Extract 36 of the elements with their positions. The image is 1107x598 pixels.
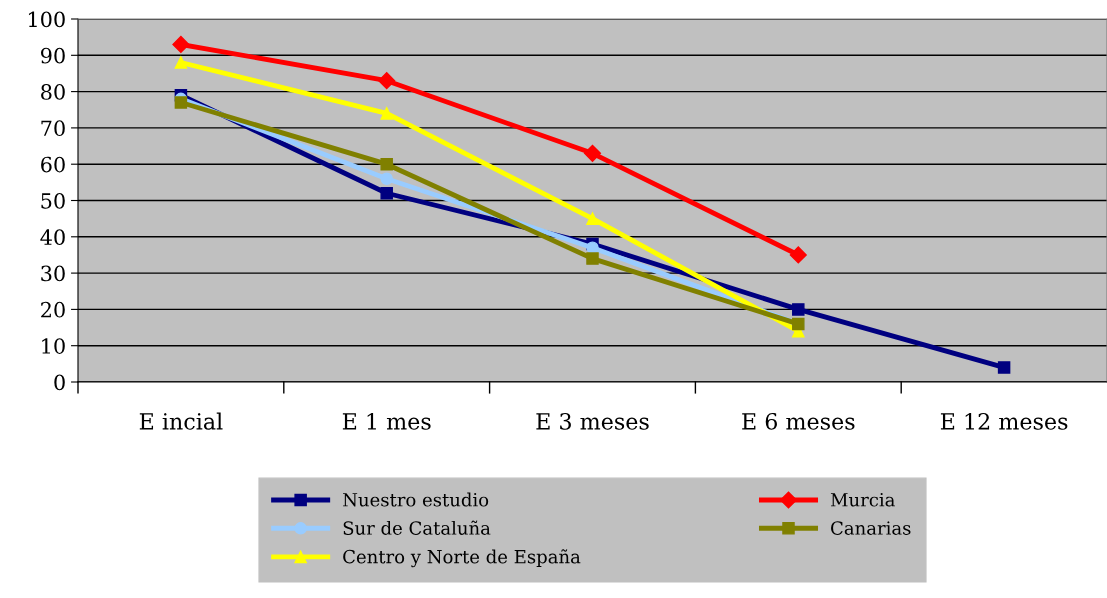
point bbox=[172, 35, 190, 53]
point bbox=[378, 72, 396, 90]
point bbox=[997, 361, 1011, 374]
point bbox=[380, 107, 393, 120]
y-tick-label: 50 bbox=[41, 192, 65, 209]
x-tick-label: E 6 meses bbox=[742, 412, 855, 430]
y-tick-label: 40 bbox=[40, 229, 65, 246]
point bbox=[380, 157, 393, 171]
x-tick-label: E 1 mes bbox=[342, 412, 431, 430]
point bbox=[586, 212, 599, 225]
y-tick-label: 90 bbox=[41, 47, 65, 64]
x-tick-label: E incial bbox=[139, 412, 223, 430]
y-tick-label: 0 bbox=[54, 374, 65, 391]
point bbox=[792, 303, 805, 316]
point bbox=[789, 246, 807, 264]
y-tick-label: 100 bbox=[28, 11, 65, 28]
point bbox=[174, 56, 188, 69]
legend-label: Nuestro estudio bbox=[343, 492, 489, 507]
x-tick-label: E 3 meses bbox=[536, 412, 649, 430]
y-tick-label: 30 bbox=[41, 265, 65, 282]
y-tick-label: 60 bbox=[41, 156, 65, 173]
point bbox=[586, 241, 599, 254]
legend-label: Centro y Norte de España bbox=[343, 549, 581, 568]
legend-label: Sur de Cataluña bbox=[343, 520, 491, 535]
y-tick-label: 70 bbox=[41, 120, 65, 137]
point bbox=[174, 96, 188, 109]
point bbox=[380, 186, 393, 200]
point bbox=[380, 172, 393, 185]
legend-label: Murcia bbox=[830, 493, 895, 507]
point bbox=[583, 144, 602, 162]
y-tick-label: 20 bbox=[41, 301, 65, 318]
point bbox=[586, 252, 599, 265]
x-tick-label: E 12 meses bbox=[940, 412, 1068, 430]
legend-label: Canarias bbox=[831, 521, 911, 535]
y-tick-label: 10 bbox=[42, 338, 65, 354]
y-tick-label: 80 bbox=[41, 84, 65, 100]
